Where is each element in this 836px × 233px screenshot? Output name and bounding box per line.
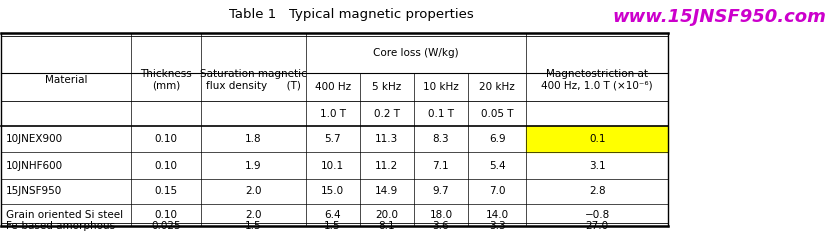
Text: −0.8: −0.8 [584,210,609,220]
Text: 0.025: 0.025 [151,221,181,231]
Text: Thickness
(mm): Thickness (mm) [140,69,191,91]
Text: Fe-based amorphous: Fe-based amorphous [6,221,115,231]
Text: 20.0: 20.0 [375,210,398,220]
Text: 0.10: 0.10 [155,134,177,144]
Text: 5 kHz: 5 kHz [372,82,401,92]
Text: Grain oriented Si steel: Grain oriented Si steel [6,210,123,220]
Text: 0.1: 0.1 [589,134,605,144]
Text: 0.10: 0.10 [155,210,177,220]
Text: 10.1: 10.1 [321,161,344,171]
Text: 15.0: 15.0 [321,186,344,196]
Text: 0.2 T: 0.2 T [374,109,400,119]
Text: 11.2: 11.2 [375,161,399,171]
Text: 6.4: 6.4 [324,210,341,220]
Text: Core loss (W/kg): Core loss (W/kg) [373,48,459,58]
Text: 18.0: 18.0 [430,210,452,220]
Text: 3.6: 3.6 [432,221,449,231]
Text: 5.7: 5.7 [324,134,341,144]
Text: 8.3: 8.3 [432,134,449,144]
Text: 1.5: 1.5 [245,221,262,231]
Text: 9.7: 9.7 [432,186,449,196]
Text: Saturation magnetic
flux density      (T): Saturation magnetic flux density (T) [200,69,307,91]
Text: 6.9: 6.9 [489,134,506,144]
Text: 0.1 T: 0.1 T [428,109,454,119]
Text: 14.9: 14.9 [375,186,399,196]
Text: 2.0: 2.0 [245,210,262,220]
Text: 10JNHF600: 10JNHF600 [6,161,63,171]
Text: 5.4: 5.4 [489,161,506,171]
Text: 1.5: 1.5 [324,221,341,231]
Text: 0.05 T: 0.05 T [481,109,513,119]
Text: 7.0: 7.0 [489,186,506,196]
Text: Table 1   Typical magnetic properties: Table 1 Typical magnetic properties [229,8,474,21]
Text: 0.15: 0.15 [155,186,177,196]
Text: 1.0 T: 1.0 T [319,109,345,119]
Text: 3.3: 3.3 [489,221,506,231]
Text: 8.1: 8.1 [379,221,395,231]
Text: 2.0: 2.0 [245,186,262,196]
Text: 1.9: 1.9 [245,161,262,171]
Text: 14.0: 14.0 [486,210,509,220]
Text: 7.1: 7.1 [432,161,449,171]
Text: 10JNEX900: 10JNEX900 [6,134,63,144]
Text: 11.3: 11.3 [375,134,399,144]
Text: 20 kHz: 20 kHz [479,82,515,92]
Text: 10 kHz: 10 kHz [423,82,459,92]
Text: Magnetostriction at
400 Hz, 1.0 T (×10⁻⁶): Magnetostriction at 400 Hz, 1.0 T (×10⁻⁶… [542,69,653,91]
Text: Material: Material [44,75,87,85]
Text: 15JNSF950: 15JNSF950 [6,186,62,196]
Text: 27.0: 27.0 [585,221,609,231]
Text: www.15JNSF950.com: www.15JNSF950.com [613,8,826,26]
Text: 1.8: 1.8 [245,134,262,144]
Text: 2.8: 2.8 [589,186,605,196]
Text: 400 Hz: 400 Hz [314,82,350,92]
Text: 3.1: 3.1 [589,161,605,171]
Text: 0.10: 0.10 [155,161,177,171]
